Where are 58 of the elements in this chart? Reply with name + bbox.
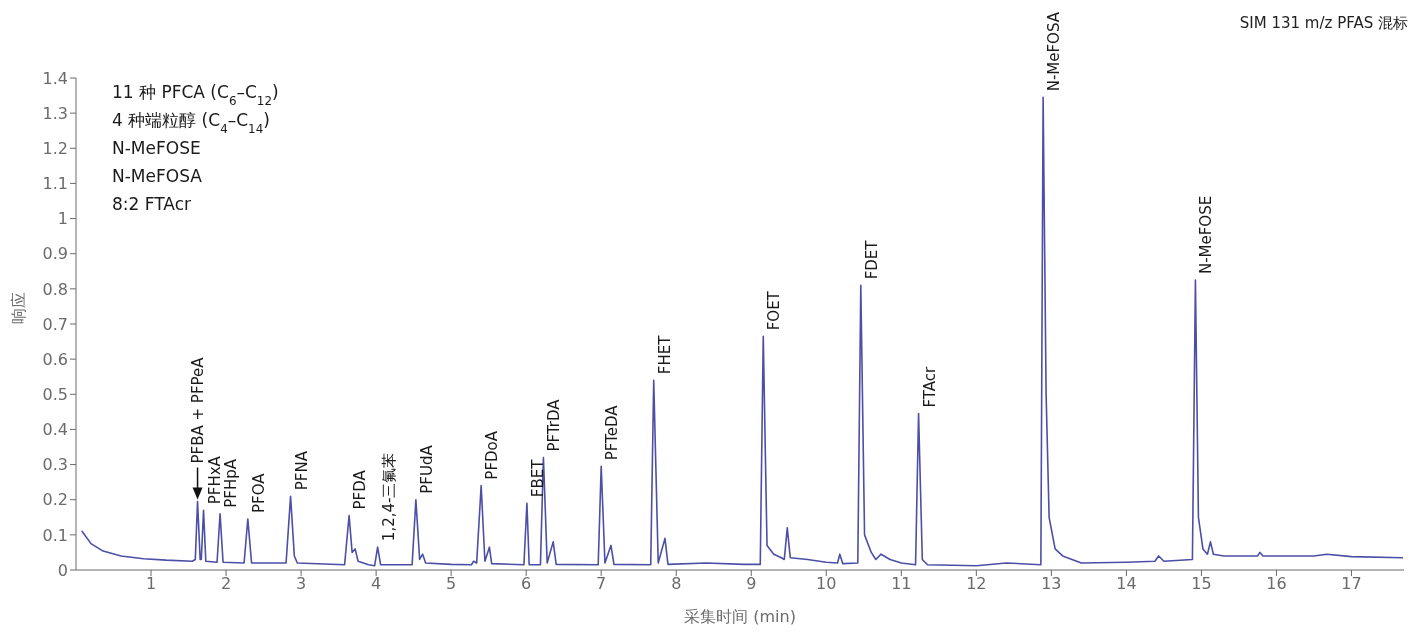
annotation: 1,2,4-三氟苯 — [379, 452, 398, 542]
annotation: PFDA — [351, 469, 370, 510]
annotation: FTAcr — [920, 366, 939, 408]
x-tick-label: 8 — [671, 574, 682, 594]
y-tick-label: 0 — [57, 560, 68, 580]
x-tick-label: 3 — [295, 574, 307, 594]
x-tick-label: 5 — [446, 574, 457, 594]
y-tick-label: 0.9 — [42, 244, 68, 264]
annotation: N-MeFOSE — [112, 138, 201, 158]
annotation: N-MeFOSA — [112, 166, 203, 186]
y-tick-label: 1.1 — [42, 174, 68, 194]
annotation: PFTeDA — [603, 404, 622, 461]
x-tick-label: 17 — [1341, 574, 1362, 594]
annotation: PFUdA — [417, 444, 436, 494]
x-tick-label: 2 — [220, 574, 232, 594]
chart-title: SIM 131 m/z PFAS 混标 — [1239, 14, 1408, 33]
annotation: 8:2 FTAcr — [112, 194, 191, 214]
annotation: PFNA — [292, 450, 311, 491]
y-tick-label: 0.2 — [42, 490, 68, 510]
y-tick-label: 1.4 — [42, 68, 68, 88]
x-tick-label: 11 — [891, 574, 912, 594]
x-tick-label: 16 — [1266, 574, 1287, 594]
annotation: FDET — [862, 239, 881, 280]
annotation: FBET — [528, 458, 547, 498]
x-tick-label: 1 — [145, 574, 157, 594]
y-tick-label: 1.2 — [42, 138, 68, 158]
annotation: PFBA + PFPeA — [188, 356, 207, 464]
y-tick-label: 0.8 — [42, 279, 68, 299]
annotation: PFHpA — [222, 458, 241, 508]
y-tick-label: 1 — [57, 209, 68, 229]
annotation: PFDoA — [483, 430, 502, 480]
annotation: PFTrDA — [545, 398, 564, 452]
y-tick-label: 0.7 — [42, 314, 68, 334]
x-tick-label: 4 — [371, 574, 382, 594]
annotation: FOET — [765, 290, 784, 331]
y-tick-label: 0.1 — [42, 525, 68, 545]
x-tick-label: 6 — [521, 574, 532, 594]
y-tick-label: 0.4 — [42, 420, 68, 440]
annotation: PFOA — [249, 472, 268, 514]
x-tick-label: 15 — [1191, 574, 1212, 594]
x-tick-label: 13 — [1041, 574, 1062, 594]
annotation: FHET — [655, 334, 674, 375]
x-tick-label: 14 — [1116, 574, 1137, 594]
x-tick-label: 12 — [966, 574, 987, 594]
x-tick-label: 9 — [746, 574, 757, 594]
annotation: N-MeFOSE — [1197, 195, 1216, 275]
y-axis-title: 响应 — [8, 292, 28, 324]
y-tick-label: 0.5 — [42, 384, 68, 404]
x-tick-label: 7 — [596, 574, 607, 594]
annotation: N-MeFOSA — [1045, 11, 1064, 92]
y-tick-label: 0.3 — [42, 455, 68, 475]
annotation: PFHxA — [205, 455, 224, 505]
y-tick-label: 0.6 — [42, 349, 68, 369]
y-tick-label: 1.3 — [42, 103, 68, 123]
x-tick-label: 10 — [816, 574, 837, 594]
annotation: 4 种端粒醇 (C$_{4}$–C$_{14}$) — [112, 110, 270, 136]
annotation: 11 种 PFCA (C$_{6}$–C$_{12}$) — [112, 82, 279, 108]
x-axis-title: 采集时间 (min) — [684, 607, 796, 626]
